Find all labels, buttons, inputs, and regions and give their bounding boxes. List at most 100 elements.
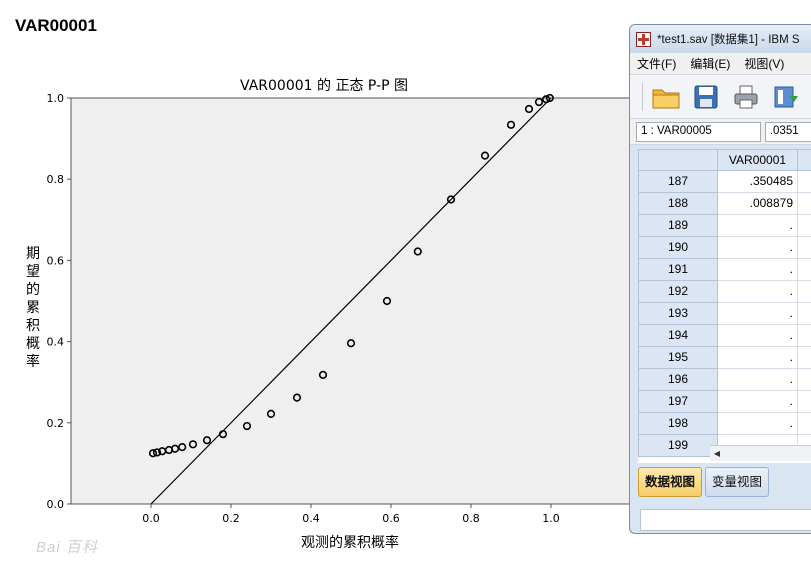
data-cell[interactable] [798, 369, 811, 391]
x-tick-label: 0.2 [222, 512, 240, 525]
cell-value-field[interactable]: .0351 [764, 121, 811, 142]
data-cell[interactable] [798, 281, 811, 303]
data-cell[interactable]: . [718, 303, 798, 325]
grid-corner[interactable] [638, 149, 718, 171]
y-tick-label: 0.6 [47, 254, 65, 267]
row-header[interactable]: 199 [638, 435, 718, 457]
tab-variable-view[interactable]: 变量视图 [705, 467, 770, 497]
scroll-left-arrow-icon[interactable]: ◀ [713, 448, 721, 458]
data-cell[interactable] [798, 171, 811, 193]
import-data-icon [774, 86, 798, 107]
data-point [534, 97, 544, 107]
column-header-next[interactable] [798, 149, 811, 171]
row-header[interactable]: 195 [638, 347, 718, 369]
table-row: 197. [638, 391, 811, 413]
row-header[interactable]: 196 [638, 369, 718, 391]
data-grid[interactable]: VAR00001 187.350485 188.008879 189. 190.… [638, 149, 811, 463]
data-point [170, 444, 180, 453]
data-cell[interactable]: . [718, 347, 798, 369]
data-cell[interactable] [798, 347, 811, 369]
data-point [188, 440, 198, 449]
data-point [545, 93, 554, 103]
data-cell[interactable]: .008879 [718, 193, 798, 215]
row-header[interactable]: 198 [638, 413, 718, 435]
x-axis-label: 观测的累积概率 [301, 534, 399, 551]
row-header[interactable]: 192 [638, 281, 718, 303]
pp-plot-chart: VAR00001 的 正态 P-P 图 0.0 0.2 0.4 0.6 0.8 1.0 0… [26, 78, 629, 551]
data-cell[interactable]: . [718, 215, 798, 237]
x-tick-label: 0.4 [302, 512, 320, 525]
data-points [148, 93, 554, 458]
table-row: 188.008879 [638, 193, 811, 215]
data-point [542, 95, 551, 104]
y-axis-label-char: 积 [26, 318, 40, 334]
row-header[interactable]: 191 [638, 259, 718, 281]
y-tick-label: 0.0 [47, 498, 65, 511]
status-bar [640, 509, 811, 531]
data-cell[interactable]: . [718, 413, 798, 435]
data-cell[interactable] [798, 193, 811, 215]
y-axis-ticks: 0.0 0.2 0.4 0.6 0.8 1.0 [47, 92, 71, 511]
window-titlebar[interactable]: *test1.sav [数据集1] - IBM S [630, 25, 811, 53]
row-header[interactable]: 194 [638, 325, 718, 347]
data-cell[interactable] [798, 413, 811, 435]
table-row: 194. [638, 325, 811, 347]
table-row: 193. [638, 303, 811, 325]
baike-watermark: Bai 百科 [36, 539, 98, 556]
data-cell[interactable]: . [718, 259, 798, 281]
y-tick-label: 1.0 [47, 92, 65, 105]
row-header[interactable]: 188 [638, 193, 718, 215]
menu-view[interactable]: 视图(V) [744, 57, 785, 71]
open-folder-icon [652, 89, 680, 108]
data-cell[interactable]: . [718, 325, 798, 347]
y-axis-label-char: 率 [26, 353, 40, 370]
data-point [148, 449, 158, 458]
print-button[interactable] [729, 81, 763, 113]
output-heading: VAR00001 [15, 16, 97, 35]
row-header[interactable]: 187 [638, 171, 718, 193]
table-row: 190. [638, 237, 811, 259]
plot-area [70, 97, 629, 505]
row-header[interactable]: 190 [638, 237, 718, 259]
tab-data-view[interactable]: 数据视图 [638, 467, 703, 497]
toolbar [630, 75, 811, 119]
x-tick-label: 0.8 [462, 512, 480, 525]
save-disk-icon [694, 85, 718, 108]
data-cell[interactable]: . [718, 391, 798, 413]
table-row: 198. [638, 413, 811, 435]
grid-header-row: VAR00001 [638, 149, 811, 171]
y-tick-label: 0.4 [47, 336, 65, 349]
table-row: 187.350485 [638, 171, 811, 193]
open-folder-button[interactable] [649, 81, 683, 113]
table-row: 192. [638, 281, 811, 303]
data-cell[interactable] [798, 391, 811, 413]
print-icon [734, 85, 758, 108]
data-cell[interactable] [798, 237, 811, 259]
data-cell[interactable]: . [718, 369, 798, 391]
menu-file[interactable]: 文件(F) [637, 57, 677, 71]
data-cell[interactable]: . [718, 281, 798, 303]
data-cell[interactable] [798, 325, 811, 347]
y-axis-label-char: 的 [26, 282, 40, 298]
save-button[interactable] [689, 81, 723, 113]
x-tick-label: 1.0 [542, 512, 560, 525]
y-tick-label: 0.2 [47, 417, 65, 430]
spss-data-editor-window[interactable]: *test1.sav [数据集1] - IBM S 文件(F) 编辑(E) 视图… [629, 24, 811, 534]
data-cell[interactable] [798, 259, 811, 281]
cell-editor-bar: 1 : VAR00005 .0351 [630, 119, 811, 145]
horizontal-scrollbar[interactable]: ◀ [710, 445, 811, 461]
row-header[interactable]: 197 [638, 391, 718, 413]
cell-reference-field[interactable]: 1 : VAR00005 [636, 121, 761, 142]
data-cell[interactable]: .350485 [718, 171, 798, 193]
row-header[interactable]: 193 [638, 303, 718, 325]
data-point [413, 247, 422, 256]
row-header[interactable]: 189 [638, 215, 718, 237]
menu-edit[interactable]: 编辑(E) [690, 57, 731, 71]
data-cell[interactable] [798, 303, 811, 325]
data-point [524, 104, 534, 114]
import-data-button[interactable] [769, 81, 803, 113]
data-cell[interactable]: . [718, 237, 798, 259]
column-header-var00001[interactable]: VAR00001 [718, 149, 798, 171]
data-cell[interactable] [798, 215, 811, 237]
